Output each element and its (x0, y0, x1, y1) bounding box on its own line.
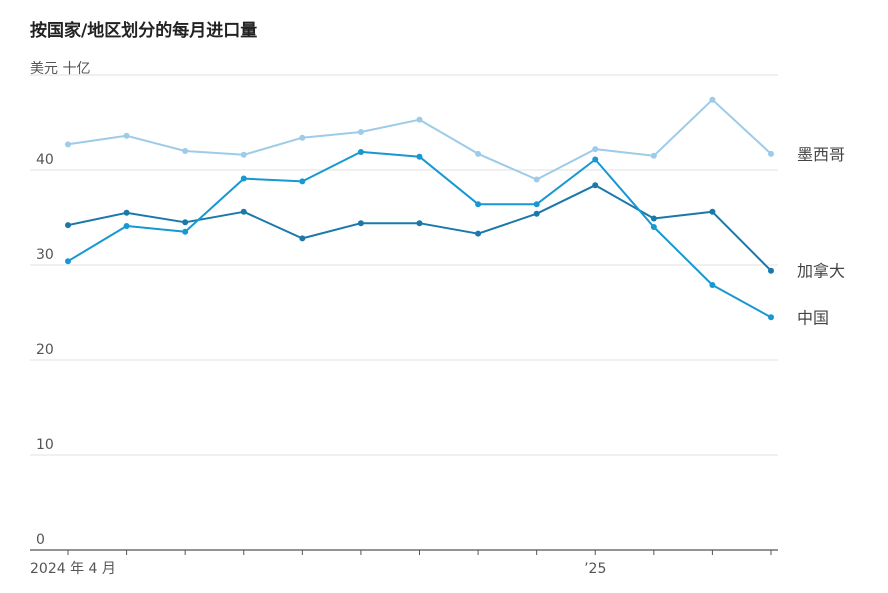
data-point (240, 151, 247, 158)
data-point (357, 220, 364, 227)
data-point (709, 281, 716, 288)
data-point (123, 209, 130, 216)
y-tick-label: 30 (36, 247, 54, 263)
data-point (768, 314, 774, 321)
x-tick-label: ’25 (584, 561, 606, 577)
series-line (67, 184, 772, 272)
series-line (67, 150, 772, 319)
data-point (709, 208, 716, 215)
data-point (357, 148, 364, 155)
data-point (592, 156, 599, 163)
chart-title: 按国家/地区划分的每月进口量 (30, 21, 258, 41)
y-tick-label: 40 (36, 152, 54, 168)
data-point (768, 150, 774, 157)
series-line (67, 98, 772, 181)
data-point (65, 141, 71, 148)
data-point (299, 178, 306, 185)
series-group (65, 96, 774, 321)
series-label: 中国 (797, 308, 829, 327)
data-point (416, 153, 423, 160)
data-point (123, 132, 130, 139)
data-point (650, 152, 657, 159)
y-tick-label: 20 (36, 342, 54, 358)
data-point (650, 215, 657, 222)
data-point (240, 175, 247, 182)
data-point (416, 220, 423, 227)
x-tick-label: 2024 年 4 月 (30, 561, 116, 577)
data-point (533, 176, 540, 183)
data-point (299, 235, 306, 242)
data-point (357, 129, 364, 135)
data-point (123, 223, 130, 230)
data-point (533, 210, 540, 217)
y-tick-label: 10 (36, 437, 54, 453)
data-point (182, 148, 189, 154)
data-point (475, 230, 482, 237)
data-point (182, 228, 189, 235)
series-label: 加拿大 (797, 262, 845, 281)
data-point (709, 96, 716, 103)
data-point (475, 150, 482, 157)
data-point (768, 267, 774, 274)
data-point (182, 219, 189, 226)
data-point (533, 201, 540, 208)
data-point (650, 224, 657, 230)
data-point (240, 208, 247, 215)
data-point (65, 222, 71, 229)
data-point (592, 146, 599, 153)
data-point (475, 201, 482, 208)
axes: 0 10 20 30 40 2024 年 4 月 ’25 (30, 152, 778, 577)
data-point (65, 258, 71, 265)
data-point (299, 134, 306, 141)
data-point (592, 182, 599, 189)
y-tick-label: 0 (36, 532, 45, 548)
unit-label: 美元 十亿 (30, 61, 90, 77)
series-label: 墨西哥 (797, 145, 845, 164)
data-point (416, 116, 423, 123)
grid (30, 74, 778, 456)
